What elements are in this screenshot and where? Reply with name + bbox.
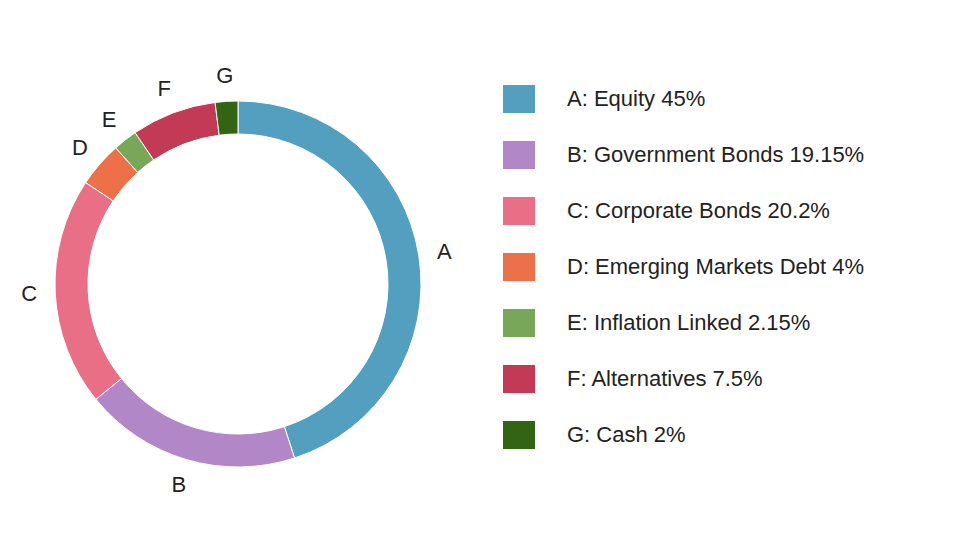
html-text:B: Government Bonds 19.15%: B: Government Bonds 19.15% (567, 142, 865, 167)
html-text:G: Cash 2%: G: Cash 2% (567, 422, 686, 447)
html-text:D: Emerging Markets Debt 4%: D: Emerging Markets Debt 4% (567, 254, 865, 279)
html-text:F: Alternatives 7.5%: F: Alternatives 7.5% (567, 366, 763, 391)
html-text:C: Corporate Bonds 20.2%: C: Corporate Bonds 20.2% (567, 198, 830, 223)
svg-text:E: E (102, 107, 117, 132)
html-text:A: Equity 45%: A: Equity 45% (567, 86, 706, 111)
html-text:E: Inflation Linked 2.15%: E: Inflation Linked 2.15% (567, 310, 811, 335)
svg-text:G: G (216, 63, 233, 88)
svg-text:F: F (157, 76, 170, 101)
svg-text:A: A (437, 239, 452, 264)
svg-text:C: C (21, 281, 37, 306)
svg-text:D: D (72, 135, 88, 160)
svg-text:B: B (171, 472, 186, 497)
